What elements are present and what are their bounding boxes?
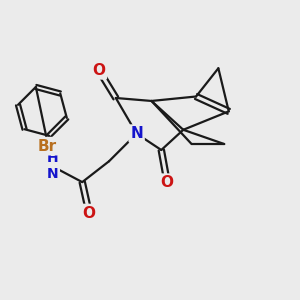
Text: O: O — [82, 206, 96, 220]
Text: H
N: H N — [47, 151, 58, 181]
Text: N: N — [130, 126, 143, 141]
Text: Br: Br — [38, 139, 57, 154]
Text: O: O — [161, 175, 174, 190]
Text: O: O — [92, 63, 105, 78]
